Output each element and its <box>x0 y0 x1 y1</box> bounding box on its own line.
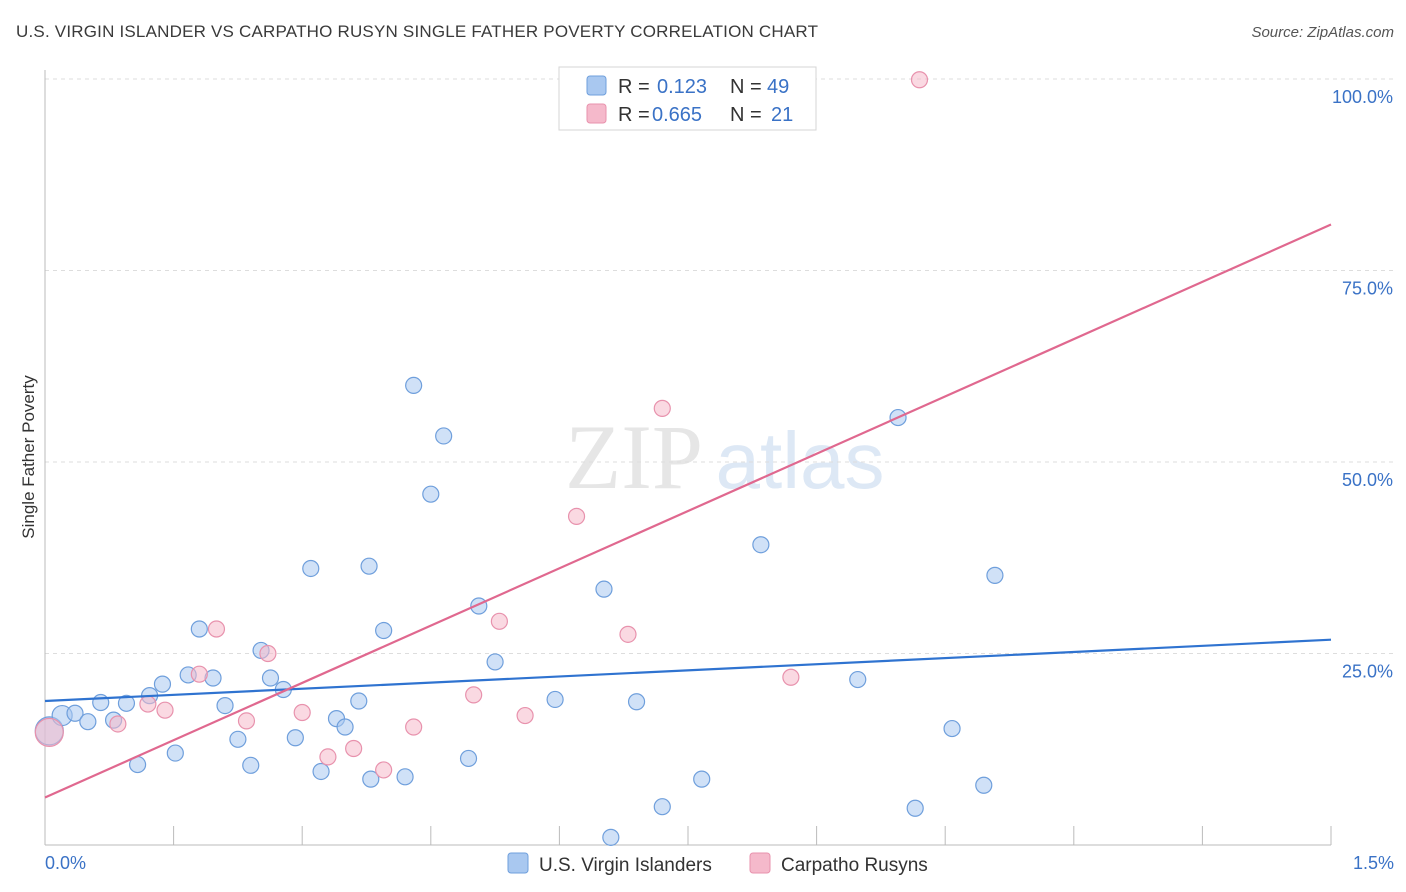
y-tick-label-75: 75.0% <box>1342 279 1393 299</box>
point-s0-47 <box>975 776 993 794</box>
point-s0-3 <box>79 713 97 731</box>
point-s0-32 <box>435 427 453 445</box>
point-s1-7 <box>259 644 277 663</box>
trend-line-0 <box>44 638 1332 703</box>
legend-r-value-1: 0.665 <box>652 104 702 126</box>
point-s0-39 <box>627 693 646 711</box>
point-s1-2 <box>139 695 157 713</box>
point-s0-20 <box>286 729 304 747</box>
point-s1-3 <box>156 701 174 719</box>
point-s1-13 <box>465 686 483 704</box>
point-s0-30 <box>405 376 423 394</box>
y-tick-label-100: 100.0% <box>1332 87 1393 107</box>
point-s1-6 <box>237 712 256 730</box>
point-s0-26 <box>360 557 378 575</box>
point-s0-40 <box>653 798 671 816</box>
gridlines <box>45 78 1394 654</box>
point-s1-8 <box>293 703 311 722</box>
legend-swatch-pink <box>586 103 607 124</box>
point-s0-31 <box>422 485 440 503</box>
y-tick-labels: 25.0% 50.0% 75.0% 100.0% <box>1332 87 1393 682</box>
point-s1-20 <box>910 71 929 89</box>
x-tick-label-max: 1.5% <box>1353 853 1394 873</box>
point-s0-27 <box>375 621 393 640</box>
point-s1-18 <box>653 399 671 417</box>
legend-n-label-0: N = <box>730 76 762 98</box>
x-ticks <box>173 826 1332 845</box>
legend-bottom-swatch-blue <box>507 852 529 874</box>
point-s1-19 <box>782 668 800 686</box>
trend-line-1 <box>44 223 1332 799</box>
point-s1-4 <box>190 665 208 683</box>
point-s1-10 <box>345 739 363 758</box>
legend-r-label-1: R = <box>618 104 650 126</box>
legend-swatch-blue <box>586 75 607 96</box>
point-s0-48 <box>986 566 1004 584</box>
point-s0-9 <box>153 675 172 693</box>
point-s1-12 <box>405 718 423 736</box>
point-s0-45 <box>906 799 924 817</box>
point-s1-16 <box>567 507 586 525</box>
watermark-zip: ZIP <box>565 406 703 508</box>
y-tick-label-25: 25.0% <box>1342 662 1393 682</box>
point-s0-2 <box>66 704 84 722</box>
point-s0-12 <box>190 620 208 638</box>
legend-bottom-swatch-pink <box>749 852 771 874</box>
point-s0-16 <box>242 756 260 774</box>
point-s1-11 <box>375 761 393 779</box>
point-s0-28 <box>362 770 380 788</box>
point-s1-17 <box>619 625 637 643</box>
legend-stats: R = 0.123 N = 49 R = 0.665 N = 21 <box>558 66 817 131</box>
point-s0-35 <box>486 653 504 671</box>
point-s0-22 <box>312 762 330 781</box>
y-tick-label-50: 50.0% <box>1342 470 1393 490</box>
legend-bottom-label-pink: Carpatho Rusyns <box>781 855 928 876</box>
x-tick-label-min: 0.0% <box>45 853 86 873</box>
chart-title: U.S. VIRGIN ISLANDER VS CARPATHO RUSYN S… <box>16 22 819 41</box>
point-s1-1 <box>109 715 127 733</box>
point-s0-6 <box>117 694 136 712</box>
legend-series: U.S. Virgin Islanders Carpatho Rusyns <box>507 852 928 876</box>
point-s0-24 <box>336 718 354 736</box>
source-label: Source: ZipAtlas.com <box>1251 24 1394 41</box>
point-s0-15 <box>229 730 247 748</box>
point-s0-4 <box>92 693 110 712</box>
legend-r-label-0: R = <box>618 76 650 98</box>
point-s0-38 <box>602 828 620 846</box>
point-s0-42 <box>752 536 770 554</box>
point-s0-41 <box>693 770 711 788</box>
trend-lines <box>44 223 1332 799</box>
y-axis-label: Single Father Poverty <box>19 375 38 539</box>
point-s0-29 <box>396 768 414 786</box>
point-s0-33 <box>459 749 478 768</box>
point-s0-18 <box>261 669 280 687</box>
point-s1-14 <box>490 612 508 630</box>
point-s1-5 <box>207 620 226 638</box>
point-s0-36 <box>546 690 564 709</box>
point-s1-15 <box>516 706 534 725</box>
point-s0-37 <box>595 580 613 598</box>
legend-n-value-0: 49 <box>767 76 789 98</box>
point-s0-25 <box>350 692 368 710</box>
point-s0-43 <box>849 670 867 689</box>
point-s0-46 <box>943 719 961 738</box>
legend-n-value-1: 21 <box>771 104 793 126</box>
point-s1-9 <box>319 748 337 766</box>
legend-r-value-0: 0.123 <box>657 76 707 98</box>
point-s1-0 <box>34 717 64 747</box>
point-s0-21 <box>302 559 320 578</box>
point-s0-14 <box>216 696 234 715</box>
point-s0-10 <box>166 744 184 762</box>
series-carpatho-rusyns <box>34 71 929 779</box>
legend-bottom-label-blue: U.S. Virgin Islanders <box>539 855 712 876</box>
legend-n-label-1: N = <box>730 104 762 126</box>
